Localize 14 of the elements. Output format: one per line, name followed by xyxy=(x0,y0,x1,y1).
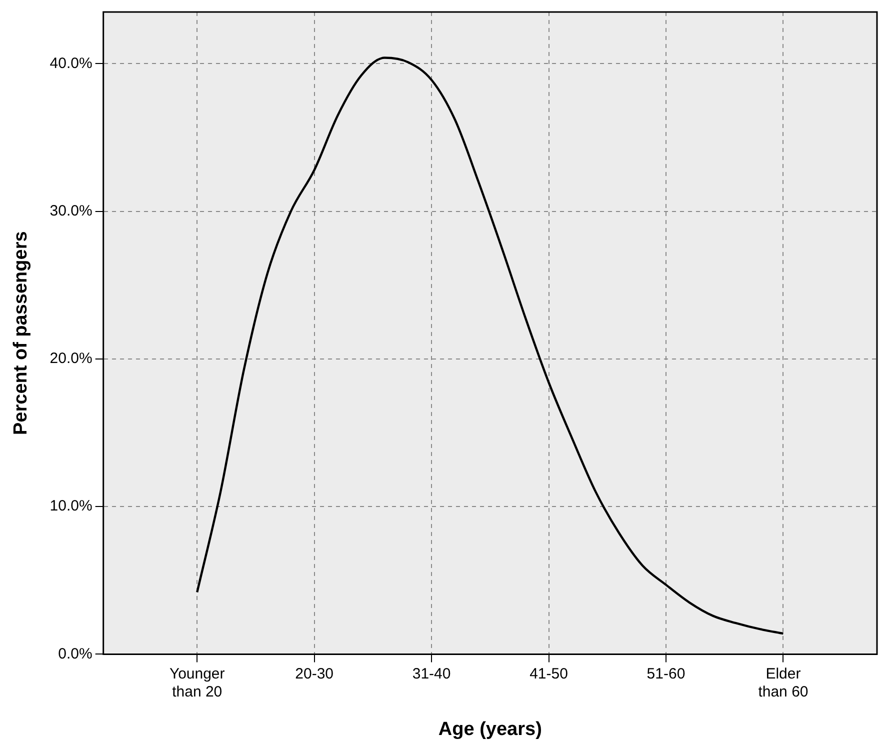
line-series xyxy=(196,56,784,635)
y-tick-label: 20.0% xyxy=(50,350,92,368)
x-tick-label: Elder than 60 xyxy=(758,665,808,700)
x-axis-title: Age (years) xyxy=(438,718,542,740)
y-tick-label: 30.0% xyxy=(50,202,92,220)
x-tick-label: 31-40 xyxy=(412,665,451,682)
y-tick-label: 10.0% xyxy=(50,498,92,515)
y-tick-label: 0.0% xyxy=(58,645,92,662)
x-tick-label: Younger than 20 xyxy=(169,665,225,700)
y-axis-title: Percent of passengers xyxy=(10,231,32,436)
y-tick-label: 40.0% xyxy=(50,54,92,72)
x-tick-label: 41-50 xyxy=(530,665,568,682)
x-tick-label: 20-30 xyxy=(295,665,334,682)
x-tick-label: 51-60 xyxy=(646,665,686,682)
